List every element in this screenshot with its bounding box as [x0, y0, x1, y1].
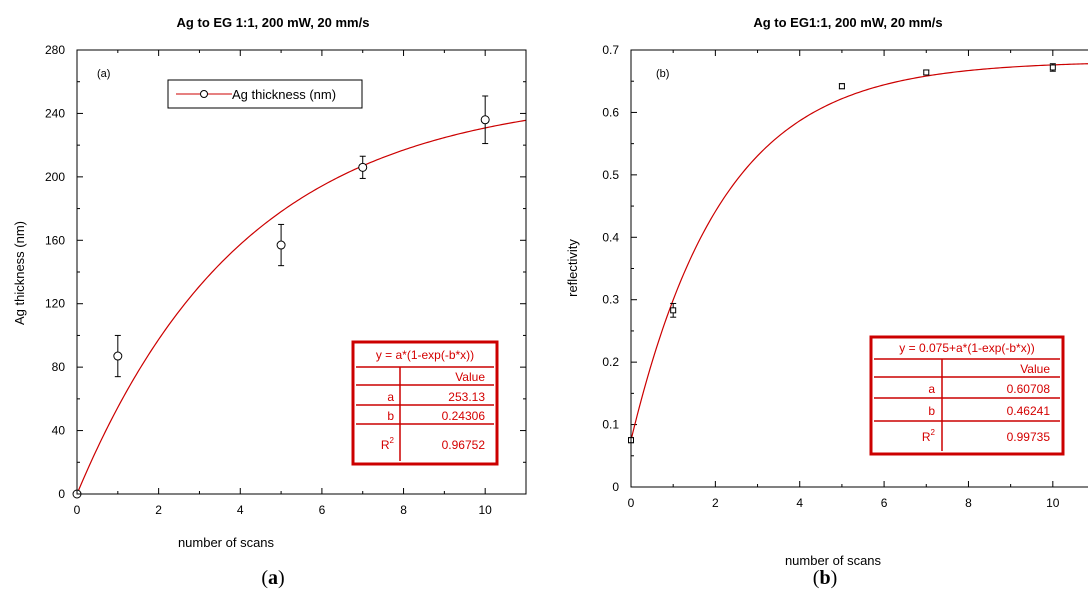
chart-a-title: Ag to EG 1:1, 200 mW, 20 mm/s [177, 15, 370, 30]
chart-b-fit-header: Value [1020, 362, 1050, 376]
chart-a-legend: Ag thickness (nm) [167, 79, 363, 109]
chart-a-x-tick-label: 10 [479, 503, 493, 517]
chart-a-axis-ticks: 0 2 4 6 8 10 0 40 80 120 160 200 240 280 [45, 43, 527, 517]
chart-a-fit-param-value: 0.24306 [442, 409, 486, 423]
chart-b-fit-r2-value: 0.99735 [1007, 430, 1051, 444]
chart-a-data-point [276, 240, 286, 250]
chart-a-y-tick-label: 40 [52, 424, 66, 438]
chart-a-points [72, 95, 490, 499]
chart-b-fit-curve [631, 63, 1088, 441]
chart-a-fit-param-name: a [387, 390, 394, 404]
chart-b-fit-param-name: a [928, 382, 935, 396]
chart-a-fit-table-frame [351, 340, 499, 466]
chart-a-ylabel: Ag thickness (nm) [12, 221, 27, 325]
chart-b-fit-param-value: 0.46241 [1007, 404, 1051, 418]
chart-a-x-tick-label: 8 [400, 503, 407, 517]
chart-b-fit-param-value: 0.60708 [1007, 382, 1051, 396]
chart-a-caption: (a) [261, 567, 284, 589]
chart-a-y-tick-label: 280 [45, 43, 65, 57]
chart-a: Ag to EG 1:1, 200 mW, 20 mm/s number of … [12, 15, 527, 589]
chart-a-fit-param-name: b [387, 409, 394, 423]
chart-b-data-point [923, 69, 930, 76]
chart-a-x-tick-label: 4 [237, 503, 244, 517]
chart-b-xlabel: number of scans [785, 553, 882, 568]
chart-a-fit-param-value: 253.13 [448, 390, 485, 404]
chart-a-plot-frame [76, 49, 527, 495]
chart-b-fit-table: y = 0.075+a*(1-exp(-b*x)) Value a 0.6070… [869, 335, 1065, 456]
chart-b-y-tick-label: 0.3 [602, 293, 619, 307]
chart-a-legend-label: Ag thickness (nm) [232, 87, 336, 102]
chart-a-data-point [113, 351, 123, 361]
chart-b-axis-ticks: 0 2 4 6 8 10 0 0.1 0.2 0.3 0.4 0.5 0.6 0.7 [602, 43, 1060, 510]
chart-b-x-tick-label: 8 [965, 496, 972, 510]
chart-a-y-tick-label: 160 [45, 233, 65, 247]
chart-a-x-tick-label: 2 [155, 503, 162, 517]
chart-b-x-tick-label: 10 [1046, 496, 1060, 510]
chart-b-data-point [1049, 64, 1056, 71]
chart-b-fit-table-frame [869, 335, 1065, 456]
chart-b-plot-frame [630, 49, 1088, 488]
chart-b-title: Ag to EG1:1, 200 mW, 20 mm/s [753, 15, 942, 30]
chart-b: Ag to EG1:1, 200 mW, 20 mm/s number of s… [565, 15, 1088, 589]
chart-a-fit-equation: y = a*(1-exp(-b*x)) [376, 348, 474, 362]
chart-b-y-tick-label: 0 [612, 480, 619, 494]
chart-b-x-tick-label: 0 [628, 496, 635, 510]
chart-a-fit-curve [77, 119, 526, 494]
chart-b-y-tick-label: 0.1 [602, 418, 619, 432]
chart-a-y-tick-label: 120 [45, 297, 65, 311]
chart-a-xlabel: number of scans [178, 535, 275, 550]
chart-a-y-tick-label: 0 [58, 487, 65, 501]
chart-a-fit-r2-name: R2 [381, 436, 395, 452]
chart-a-y-tick-label: 200 [45, 170, 65, 184]
chart-a-data-point [480, 115, 490, 125]
chart-a-fit-group [77, 119, 526, 494]
chart-b-fit-r2-name: R2 [922, 428, 936, 444]
chart-a-data-point [358, 162, 368, 172]
chart-b-data-point [838, 83, 845, 90]
chart-b-fit-param-name: b [928, 404, 935, 418]
chart-a-x-tick-label: 6 [319, 503, 326, 517]
chart-a-fit-table: y = a*(1-exp(-b*x)) Value a 253.13 b 0.2… [351, 340, 499, 466]
chart-b-data-point [670, 307, 677, 314]
chart-a-y-tick-label: 80 [52, 360, 66, 374]
chart-b-y-tick-label: 0.6 [602, 105, 619, 119]
chart-a-panel-label: (a) [97, 68, 110, 80]
chart-b-x-tick-label: 4 [796, 496, 803, 510]
chart-a-x-tick-label: 0 [74, 503, 81, 517]
chart-b-caption: (b) [813, 567, 837, 589]
chart-b-y-tick-label: 0.2 [602, 355, 619, 369]
chart-b-fit-equation: y = 0.075+a*(1-exp(-b*x)) [899, 341, 1034, 355]
chart-b-x-tick-label: 6 [881, 496, 888, 510]
chart-a-y-tick-label: 240 [45, 106, 65, 120]
chart-b-ylabel: reflectivity [565, 239, 580, 297]
chart-a-fit-r2-value: 0.96752 [442, 438, 486, 452]
chart-b-panel-label: (b) [656, 68, 669, 80]
chart-b-x-tick-label: 2 [712, 496, 719, 510]
chart-b-y-tick-label: 0.5 [602, 168, 619, 182]
chart-a-legend-marker [200, 90, 208, 98]
chart-a-fit-header: Value [455, 370, 485, 384]
chart-b-y-tick-label: 0.7 [602, 43, 619, 57]
chart-b-y-tick-label: 0.4 [602, 230, 619, 244]
chart-b-fit-group [631, 63, 1088, 441]
